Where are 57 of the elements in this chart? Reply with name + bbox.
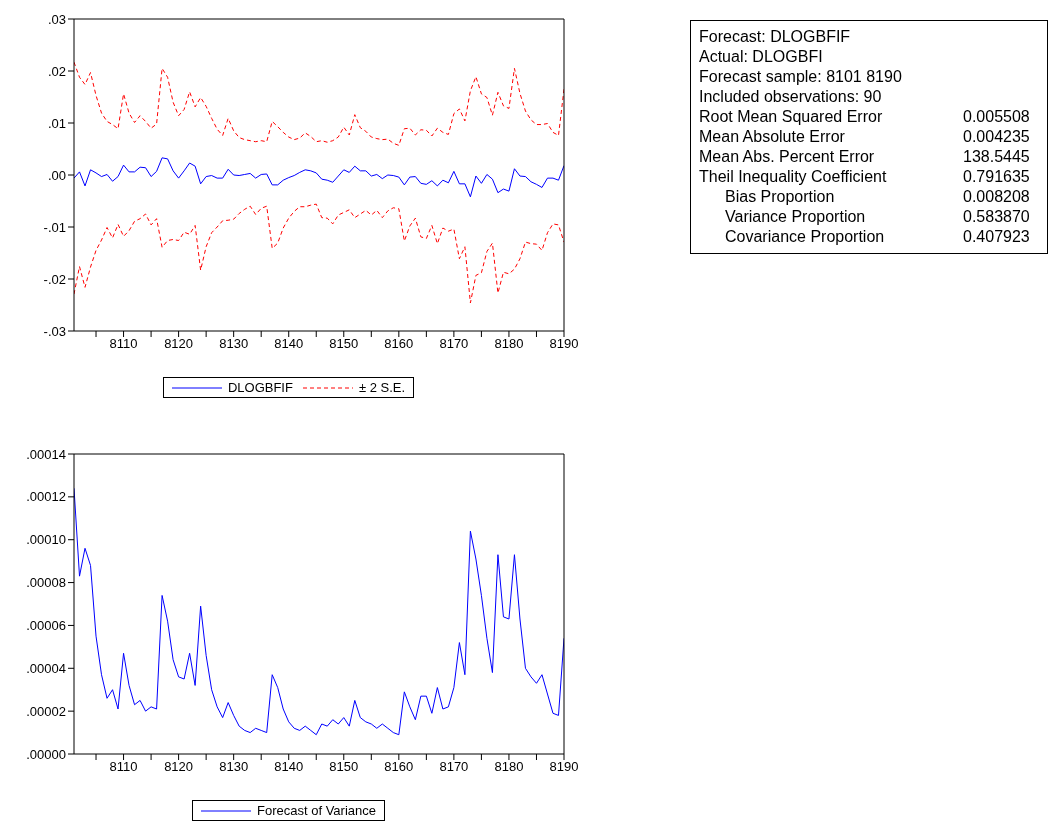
y-tick-label: .00010 (26, 532, 66, 548)
x-tick-label: 8190 (549, 336, 579, 352)
text: Mean Absolute Error (699, 127, 846, 147)
y-tick-label: -.03 (43, 323, 66, 339)
text: Bias Proportion (724, 187, 836, 207)
y-tick-label: .00006 (26, 618, 66, 634)
y-tick-label: .00002 (26, 703, 66, 719)
x-tick-label: 8110 (109, 759, 138, 775)
text: Included observations: 90 (699, 87, 883, 107)
text: Mean Abs. Percent Error (699, 147, 876, 167)
x-tick-label: 8160 (384, 336, 414, 352)
y-tick-label: .00 (47, 167, 66, 183)
x-tick-label: 8170 (439, 759, 469, 775)
x-tick-label: 8140 (274, 759, 304, 775)
text: 0.004235 (963, 127, 1030, 147)
x-tick-label: 8120 (164, 336, 194, 352)
y-tick-label: .02 (47, 63, 66, 79)
x-tick-label: 8120 (164, 759, 194, 775)
line-series (74, 157, 564, 198)
y-tick-label: .00004 (26, 660, 66, 676)
text: 0.005508 (963, 107, 1030, 127)
line-series (74, 203, 564, 304)
text: Theil Inequality Coefficient (699, 167, 888, 187)
text: Root Mean Squared Error (699, 107, 884, 127)
x-tick-label: 8110 (109, 336, 138, 352)
x-tick-label: 8160 (384, 759, 414, 775)
x-tick-label: 8190 (549, 759, 579, 775)
y-tick-label: .00000 (26, 746, 66, 762)
x-tick-label: 8150 (329, 336, 359, 352)
y-tick-label: .00008 (26, 575, 66, 591)
y-tick-label: .03 (47, 11, 66, 27)
y-tick-label: -.01 (43, 219, 66, 235)
legend-label: Forecast of Variance (257, 803, 376, 818)
text: Forecast sample: 8101 8190 (699, 67, 903, 87)
x-tick-label: 8180 (494, 336, 524, 352)
y-tick-label: .00012 (26, 489, 66, 505)
text: 138.5445 (963, 147, 1030, 167)
text: Covariance Proportion (724, 227, 886, 247)
x-tick-label: 8140 (274, 336, 304, 352)
text: Forecast: DLOGBFIF (699, 27, 852, 47)
y-tick-label: -.02 (43, 271, 66, 287)
legend-label: DLOGBFIF (227, 380, 293, 395)
y-tick-label: .00014 (26, 446, 66, 462)
legend-label: ± 2 S.E. (358, 380, 406, 395)
text: 0.583870 (963, 207, 1030, 227)
line-series (74, 61, 564, 146)
x-tick-label: 8170 (439, 336, 469, 352)
x-tick-label: 8180 (494, 759, 524, 775)
y-tick-label: .01 (47, 115, 66, 131)
text: Variance Proportion (724, 207, 867, 227)
x-tick-label: 8150 (329, 759, 359, 775)
x-tick-label: 8130 (219, 759, 249, 775)
text: Actual: DLOGBFI (699, 47, 824, 67)
text: 0.407923 (963, 227, 1030, 247)
text: 0.008208 (963, 187, 1030, 207)
x-tick-label: 8130 (219, 336, 249, 352)
text: 0.791635 (963, 167, 1030, 187)
